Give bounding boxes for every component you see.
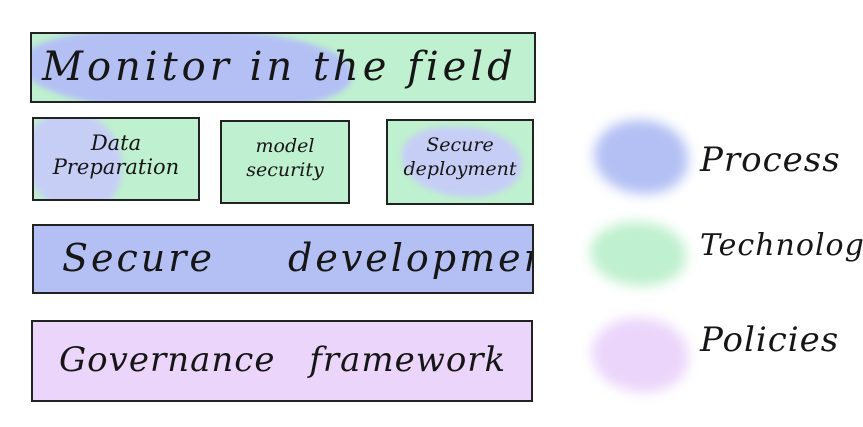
governance-framework-box: Governance framework: [31, 320, 533, 402]
technology-swatch: [590, 222, 686, 286]
process-swatch: [594, 120, 688, 194]
process-wash: [34, 119, 122, 199]
secure-development-label: Secure development: [62, 236, 534, 280]
monitor-in-the-field-label: Monitor in the field: [42, 44, 517, 90]
secure-deployment-label: Secure deployment: [403, 134, 517, 180]
secure-development-box: Secure development: [32, 224, 534, 294]
monitor-in-the-field-box: Monitor in the field: [30, 32, 536, 103]
model-security-box: model security: [220, 120, 350, 204]
legend-process-label: Process: [700, 140, 841, 180]
governance-framework-label: Governance framework: [59, 340, 507, 380]
policies-swatch: [592, 318, 688, 392]
data-preparation-label: Data Preparation: [52, 131, 180, 179]
process-wash: [32, 34, 352, 101]
model-security-label: model security: [246, 135, 324, 181]
secure-deployment-box: Secure deployment: [386, 119, 534, 205]
legend-technology-label: Technology: [700, 228, 863, 263]
data-preparation-box: Data Preparation: [32, 117, 200, 201]
process-wash: [402, 127, 522, 197]
legend-policies-label: Policies: [700, 320, 840, 360]
